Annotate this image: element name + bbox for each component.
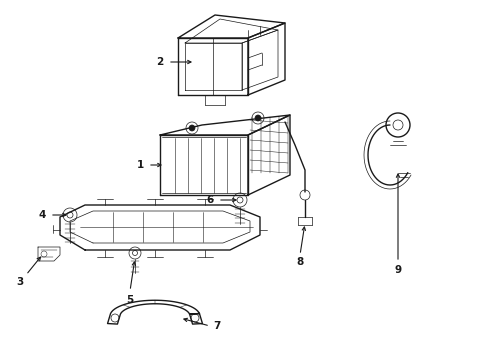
Circle shape — [189, 125, 195, 131]
Text: 3: 3 — [16, 277, 23, 287]
Text: 2: 2 — [156, 57, 163, 67]
Text: 5: 5 — [126, 295, 133, 305]
Text: 7: 7 — [213, 321, 220, 331]
Circle shape — [254, 115, 261, 121]
Text: 6: 6 — [206, 195, 213, 205]
Text: 9: 9 — [394, 265, 401, 275]
Text: 4: 4 — [38, 210, 45, 220]
Text: 1: 1 — [136, 160, 143, 170]
Text: 8: 8 — [296, 257, 303, 267]
